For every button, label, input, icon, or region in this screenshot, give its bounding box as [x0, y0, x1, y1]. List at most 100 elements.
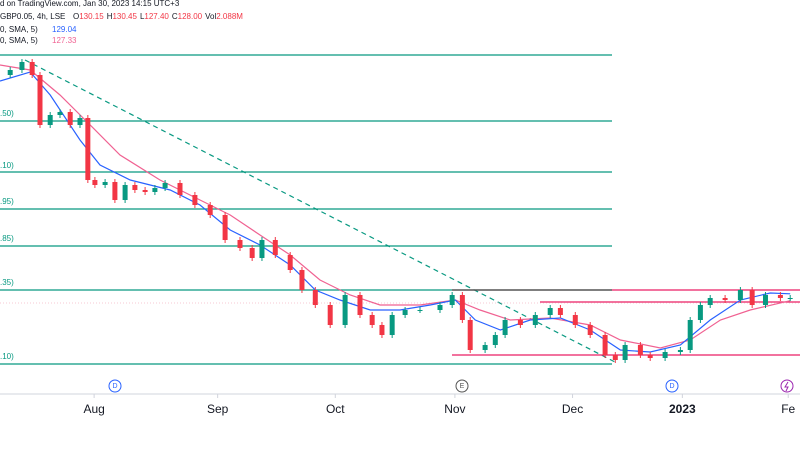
x-tick-label: Aug [83, 402, 104, 416]
candle [572, 315, 578, 325]
ohlc-value: 130.15 [79, 12, 104, 21]
candle [259, 240, 265, 258]
candle [637, 345, 643, 355]
event-label: D [112, 383, 117, 390]
candle [272, 240, 278, 255]
candle [389, 315, 395, 335]
candle [207, 205, 213, 215]
candle [737, 290, 743, 300]
ohlc-text: O130.15 H130.45 L127.40 C128.00 Vol2.088M [73, 12, 243, 21]
candle [587, 325, 593, 335]
ohlc-value: 127.40 [144, 12, 169, 21]
candle [622, 345, 628, 360]
candle [557, 308, 563, 315]
candle [777, 295, 783, 298]
candle [707, 298, 713, 305]
candle [92, 180, 98, 185]
candle [602, 335, 608, 355]
header: d on TradingView.com, Jan 30, 2023 14:15… [0, 0, 243, 45]
candle [47, 115, 53, 125]
candle [57, 112, 63, 115]
candle [482, 345, 488, 350]
candle [697, 305, 703, 320]
candle [162, 183, 168, 188]
fib-label: .95) [0, 197, 14, 206]
candle [787, 298, 793, 299]
trend-line [24, 59, 616, 363]
candle [502, 320, 508, 335]
sma-value: 127.33 [52, 36, 77, 45]
symbol-text: GBP0.05, 4h, LSE [0, 12, 65, 21]
candle [7, 70, 13, 75]
candle [327, 305, 333, 325]
candle [19, 62, 25, 70]
candle [85, 118, 91, 180]
x-tick-label: Fe [781, 402, 795, 416]
candle [402, 310, 408, 315]
candle [312, 290, 318, 305]
candle [762, 295, 768, 305]
fib-label: .10) [0, 161, 14, 170]
candle [342, 295, 348, 325]
source-text: d on TradingView.com, Jan 30, 2023 14:15… [0, 0, 180, 8]
candle [517, 320, 523, 325]
event-icon[interactable] [665, 379, 679, 393]
candle [379, 325, 385, 335]
candle [449, 295, 455, 305]
candle [369, 315, 375, 325]
event-label: E [460, 383, 465, 390]
event-icon[interactable] [455, 379, 469, 393]
candle [122, 185, 128, 200]
candle [152, 188, 158, 192]
x-tick-label: Dec [562, 402, 583, 416]
candle [662, 352, 668, 358]
candle [677, 350, 683, 352]
candle [492, 335, 498, 345]
fib-levels: .50) .10) .95) .85) .35) .10) [0, 54, 612, 365]
ohlc-value: 2.088M [216, 12, 243, 21]
fib-label: .85) [0, 234, 14, 243]
candle [67, 112, 73, 125]
candle [142, 190, 148, 192]
x-tick-label: Nov [444, 402, 465, 416]
sma-legend: 0, SMA, 5) [0, 36, 38, 45]
candle [29, 62, 35, 75]
candle [287, 255, 293, 270]
candle [647, 355, 653, 358]
ohlc-key: H [107, 12, 113, 21]
candle [547, 308, 553, 315]
sma-line [0, 71, 791, 353]
candle [612, 355, 618, 360]
fib-label: .10) [0, 352, 14, 361]
ohlc-value: 128.00 [178, 12, 203, 21]
candle [467, 320, 473, 350]
candle [357, 295, 363, 315]
candle [299, 270, 305, 290]
x-tick-label: Sep [207, 402, 229, 416]
candle [249, 248, 255, 258]
ohlc-key: O [73, 12, 79, 21]
ohlc-key: C [172, 12, 178, 21]
candle [237, 240, 243, 248]
candle [192, 195, 198, 205]
fib-label: .35) [0, 278, 14, 287]
candle [437, 305, 443, 310]
candle [532, 315, 538, 325]
candle [222, 215, 228, 240]
ohlc-key: Vol [205, 12, 216, 21]
events: D E D [108, 379, 794, 393]
candle [102, 182, 108, 185]
lightning-icon [784, 381, 789, 392]
candle [687, 320, 693, 350]
split-icon[interactable] [780, 379, 794, 393]
ohlc-key: L [140, 12, 145, 21]
candle [749, 290, 755, 305]
sma-legend: 0, SMA, 5) [0, 25, 38, 34]
sma-line [0, 64, 791, 349]
plot [0, 59, 793, 363]
x-tick-label: Oct [326, 402, 345, 416]
event-icon[interactable] [108, 379, 122, 393]
fib-label: .50) [0, 109, 14, 118]
